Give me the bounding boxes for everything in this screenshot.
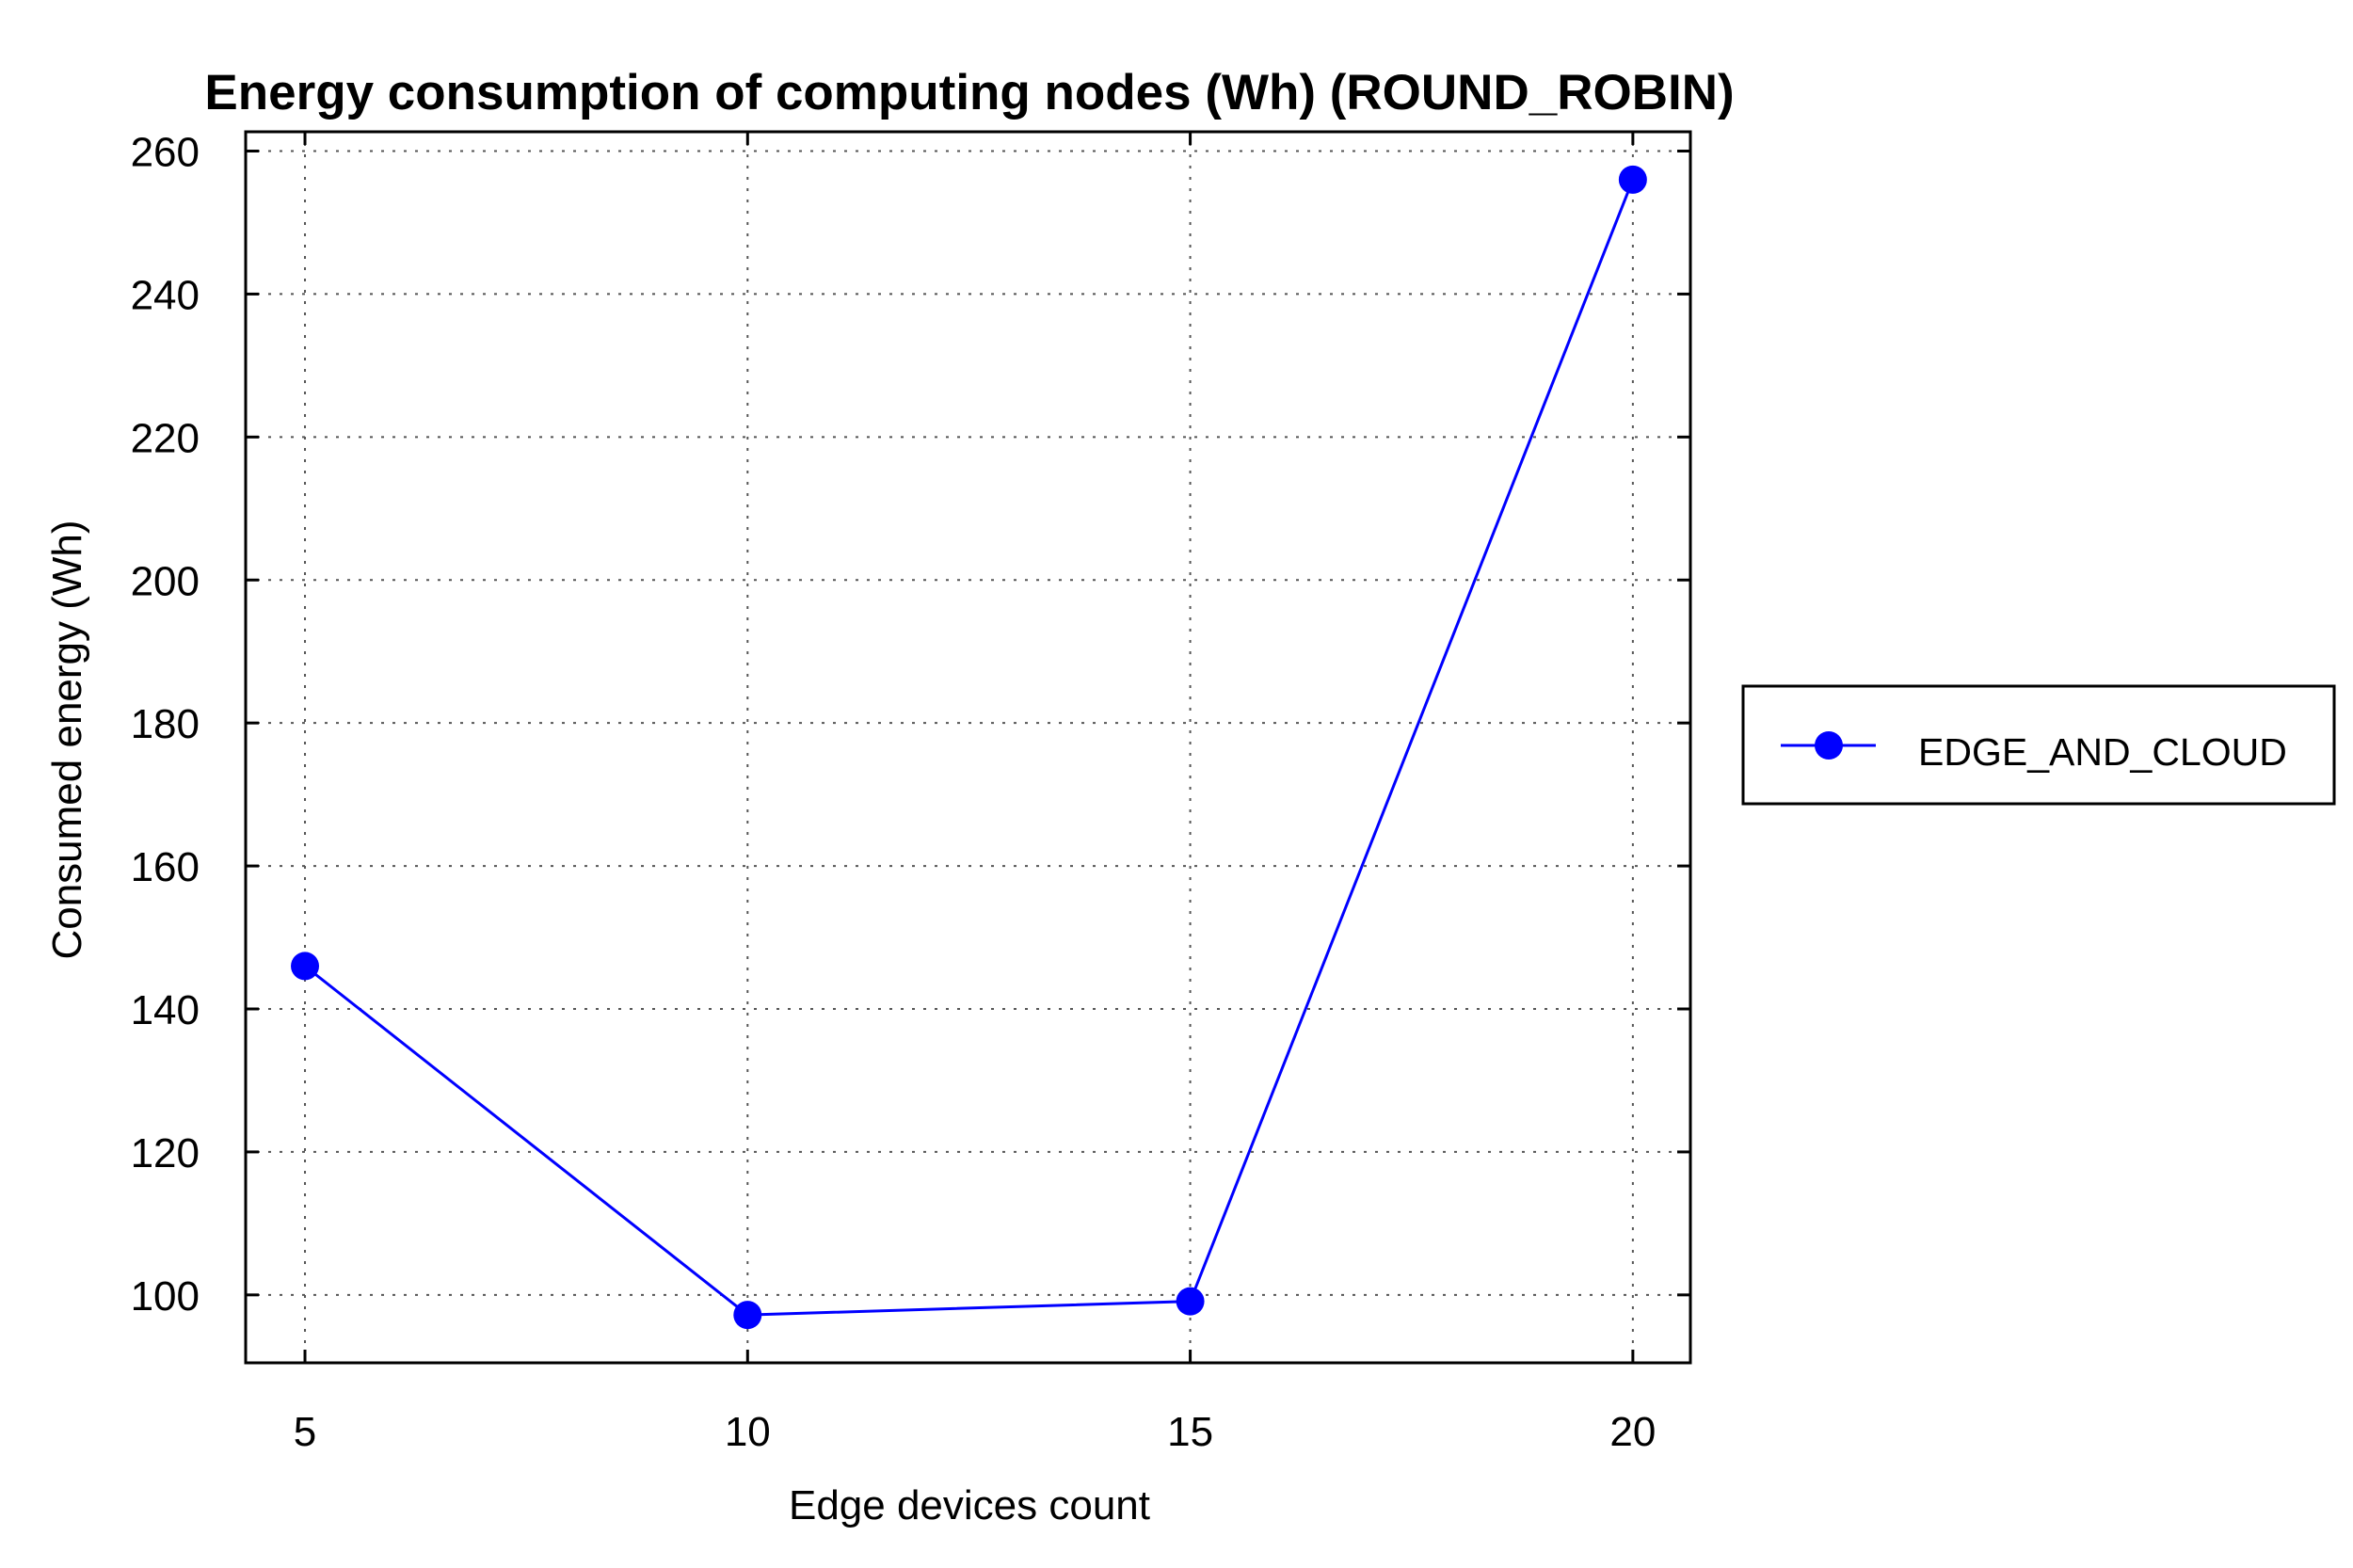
data-point bbox=[291, 952, 320, 981]
series-edge-and-cloud bbox=[291, 165, 1647, 1330]
x-tick-label: 10 bbox=[725, 1409, 771, 1455]
x-tick-label: 5 bbox=[294, 1409, 316, 1455]
chart-title: Energy consumption of computing nodes (W… bbox=[204, 65, 1734, 120]
x-tick-label: 20 bbox=[1609, 1409, 1656, 1455]
data-point bbox=[1176, 1287, 1205, 1316]
y-tick-label: 180 bbox=[131, 701, 200, 747]
grid bbox=[246, 132, 1690, 1363]
y-axis-label: Consumed energy (Wh) bbox=[44, 520, 90, 959]
y-tick-label: 220 bbox=[131, 415, 200, 461]
y-tick-label: 100 bbox=[131, 1273, 200, 1320]
data-point bbox=[733, 1301, 762, 1330]
axis-ticks: 5 10 15 20 100 120 140 160 180 200 220 240 260 bbox=[131, 130, 1690, 1455]
series-line bbox=[304, 179, 1635, 1317]
y-tick-label: 140 bbox=[131, 987, 200, 1033]
legend: EDGE_AND_CLOUD bbox=[1741, 684, 2336, 806]
legend-entry: EDGE_AND_CLOUD bbox=[1918, 730, 2287, 774]
y-tick-label: 200 bbox=[131, 558, 200, 604]
y-tick-label: 240 bbox=[131, 272, 200, 318]
x-axis-label: Edge devices count bbox=[789, 1482, 1150, 1528]
y-tick-label: 160 bbox=[131, 844, 200, 890]
plot-frame bbox=[244, 130, 1692, 1365]
data-point bbox=[1618, 165, 1647, 194]
y-tick-label: 260 bbox=[131, 130, 200, 176]
y-tick-label: 120 bbox=[131, 1130, 200, 1176]
x-tick-label: 15 bbox=[1167, 1409, 1213, 1455]
legend-marker bbox=[1815, 731, 1843, 760]
